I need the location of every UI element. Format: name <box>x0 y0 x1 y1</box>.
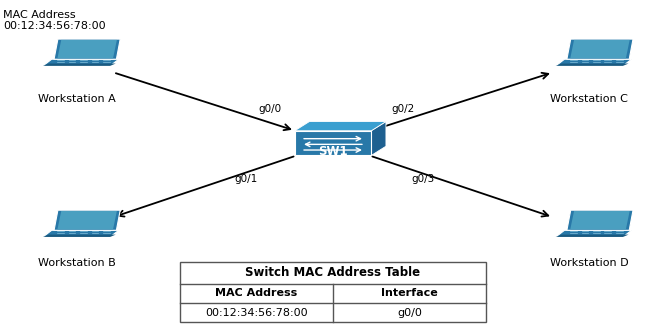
Polygon shape <box>567 39 633 59</box>
Text: 00:12:34:56:78:00: 00:12:34:56:78:00 <box>205 308 308 318</box>
Text: Workstation C: Workstation C <box>551 94 628 104</box>
Polygon shape <box>57 40 117 58</box>
FancyBboxPatch shape <box>180 262 486 322</box>
Text: g0/3: g0/3 <box>412 174 434 184</box>
Text: g0/1: g0/1 <box>235 174 258 184</box>
Polygon shape <box>43 235 116 237</box>
Polygon shape <box>43 63 116 66</box>
Polygon shape <box>294 122 386 131</box>
Text: g0/2: g0/2 <box>392 104 414 114</box>
Text: g0/0: g0/0 <box>258 104 281 114</box>
Text: Switch MAC Address Table: Switch MAC Address Table <box>246 266 420 279</box>
Polygon shape <box>372 122 386 156</box>
Polygon shape <box>570 211 629 229</box>
Polygon shape <box>54 39 121 59</box>
Text: MAC Address: MAC Address <box>215 288 298 298</box>
Text: Workstation D: Workstation D <box>550 258 629 268</box>
Polygon shape <box>57 211 117 229</box>
Polygon shape <box>54 210 121 230</box>
Polygon shape <box>556 230 631 237</box>
Polygon shape <box>43 59 119 66</box>
Polygon shape <box>567 210 633 230</box>
Polygon shape <box>43 230 119 237</box>
Text: SW1: SW1 <box>318 144 348 158</box>
Text: Workstation A: Workstation A <box>38 94 115 104</box>
Polygon shape <box>556 63 629 66</box>
Text: MAC Address
00:12:34:56:78:00: MAC Address 00:12:34:56:78:00 <box>3 10 106 32</box>
Polygon shape <box>556 235 629 237</box>
Text: Interface: Interface <box>381 288 438 298</box>
FancyBboxPatch shape <box>294 131 372 156</box>
Text: g0/0: g0/0 <box>397 308 422 318</box>
Polygon shape <box>556 59 631 66</box>
Text: Workstation B: Workstation B <box>38 258 115 268</box>
Polygon shape <box>570 40 629 58</box>
